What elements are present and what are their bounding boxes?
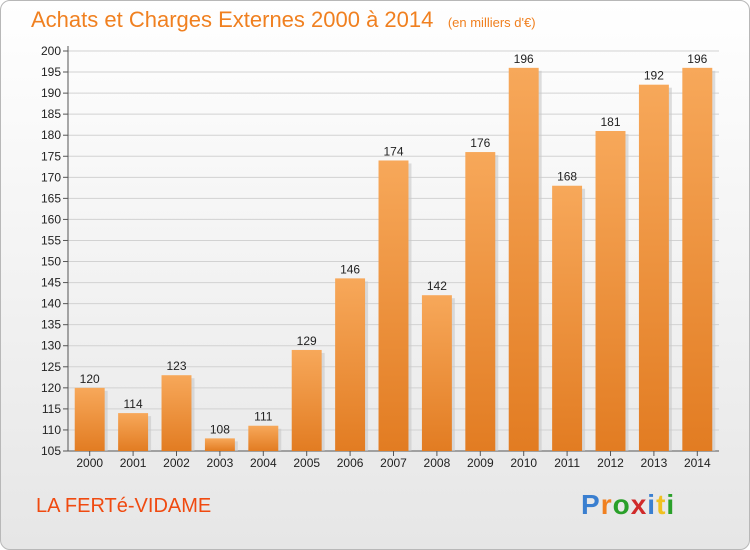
- y-tick-label: 190: [41, 86, 61, 100]
- x-tick-label: 2007: [380, 456, 407, 470]
- commune-name: LA FERTé-VIDAME: [36, 495, 212, 517]
- x-tick-label: 2014: [684, 456, 711, 470]
- bar-2001: [118, 413, 149, 451]
- x-tick-label: 2009: [467, 456, 494, 470]
- x-tick-label: 2000: [76, 456, 103, 470]
- bar-2008: [421, 295, 452, 451]
- x-tick-label: 2010: [510, 456, 537, 470]
- logo-letter: P: [581, 489, 601, 520]
- data-label: 120: [80, 372, 100, 386]
- chart-title: Achats et Charges Externes 2000 à 2014: [31, 7, 434, 32]
- y-tick-label: 175: [41, 149, 61, 163]
- data-label: 174: [383, 144, 403, 158]
- bar-2013: [638, 84, 669, 452]
- axes: 105 110 115 120 125 130 135 140 145 150 155 160 165 1…: [41, 44, 719, 470]
- chart-unit: (en milliers d'€): [447, 15, 536, 30]
- y-tick-label: 125: [41, 360, 61, 374]
- chart-title-block: Achats et Charges Externes 2000 à 2014 (…: [31, 7, 536, 33]
- y-tick-label: 120: [41, 381, 61, 395]
- y-tick-label: 155: [41, 233, 61, 247]
- data-label: 142: [427, 279, 447, 293]
- x-tick-label: 2011: [554, 456, 580, 470]
- data-label: 196: [687, 52, 707, 66]
- y-tick-label: 110: [42, 423, 61, 437]
- bar-2000: [74, 387, 105, 451]
- x-tick-label: 2005: [293, 456, 320, 470]
- data-label: 196: [514, 52, 534, 66]
- data-label: 123: [166, 359, 186, 373]
- y-tick-label: 105: [41, 444, 61, 458]
- logo-letter: i: [647, 489, 657, 520]
- bar-2014: [682, 67, 713, 451]
- logo-letter: r: [600, 489, 613, 520]
- x-tick-label: 2006: [337, 456, 364, 470]
- x-tick-label: 2001: [120, 456, 147, 470]
- y-tick-label: 195: [41, 65, 61, 79]
- x-tick-label: 2008: [424, 456, 451, 470]
- bar-2002: [161, 375, 192, 451]
- y-tick-label: 185: [41, 107, 61, 121]
- x-tick-label: 2012: [597, 456, 624, 470]
- data-label: 192: [644, 69, 664, 83]
- bar-2003: [204, 438, 235, 451]
- x-tick-label: 2004: [250, 456, 277, 470]
- y-tick-label: 150: [41, 255, 61, 269]
- y-tick-label: 140: [41, 297, 61, 311]
- y-tick-label: 145: [41, 276, 61, 290]
- y-tick-label: 165: [41, 191, 61, 205]
- data-label: 111: [254, 410, 273, 424]
- y-tick-label: 170: [41, 170, 61, 184]
- logo-letter: i: [666, 489, 676, 520]
- data-label: 181: [600, 115, 620, 129]
- x-tick-label: 2002: [163, 456, 190, 470]
- data-label: 176: [470, 136, 490, 150]
- logo-letter: o: [612, 489, 631, 520]
- bar-2010: [508, 67, 539, 451]
- bar-2006: [335, 278, 366, 451]
- y-tick-label: 135: [41, 318, 61, 332]
- data-label: 146: [340, 262, 360, 276]
- data-label: 114: [124, 397, 143, 411]
- bar-2007: [378, 160, 409, 451]
- x-tick-label: 2013: [641, 456, 668, 470]
- logo-letter: t: [656, 489, 667, 520]
- logo-letter: x: [630, 489, 648, 520]
- x-tick-label: 2003: [207, 456, 234, 470]
- bar-2004: [248, 425, 279, 451]
- data-labels: 120 114 123 108 111 129 146 174 142 176 196 168 181 1…: [80, 52, 708, 437]
- y-tick-label: 115: [42, 402, 61, 416]
- y-tick-label: 200: [41, 44, 61, 58]
- y-tick-label: 180: [41, 128, 61, 142]
- bar-2011: [552, 185, 583, 451]
- bars: [74, 67, 716, 452]
- bar-2009: [465, 152, 496, 452]
- proxiti-logo: Proxiti: [581, 489, 675, 521]
- y-tick-label: 160: [41, 212, 61, 226]
- y-tick-label: 130: [41, 339, 61, 353]
- data-label: 108: [210, 422, 230, 436]
- bar-2005: [291, 349, 322, 451]
- bar-2012: [595, 131, 626, 451]
- data-label: 129: [297, 334, 317, 348]
- data-label: 168: [557, 170, 577, 184]
